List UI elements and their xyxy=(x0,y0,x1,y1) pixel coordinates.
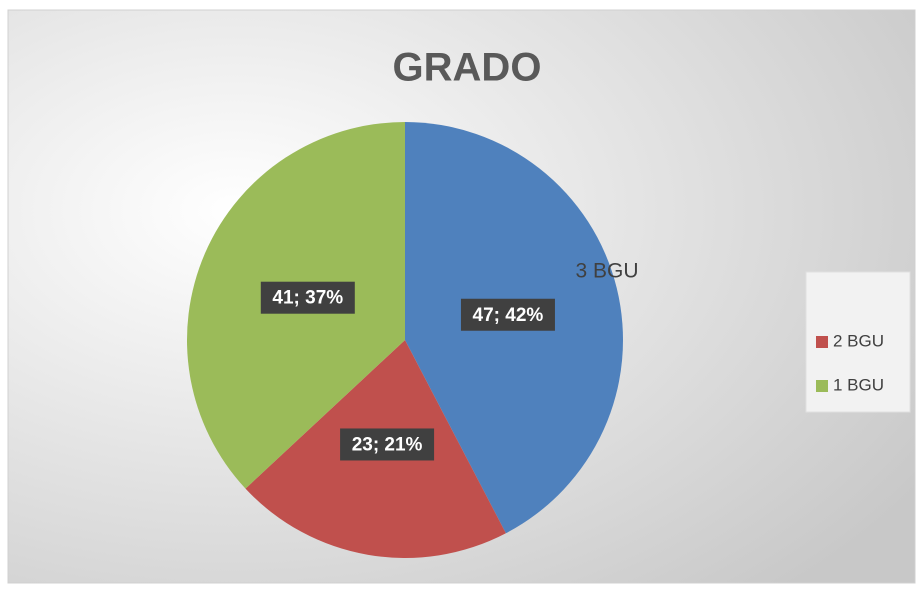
legend-swatch xyxy=(816,380,828,392)
legend-label: 3 BGU xyxy=(575,260,638,283)
legend-label: 2 BGU xyxy=(833,331,884,350)
data-label: 47; 42% xyxy=(473,305,544,326)
legend-label: 1 BGU xyxy=(833,375,884,394)
data-label-box xyxy=(260,281,355,314)
legend-swatch xyxy=(816,336,828,348)
data-label: 23; 21% xyxy=(352,434,423,455)
data-label-box xyxy=(460,298,555,331)
data-label-box xyxy=(340,428,435,461)
data-label: 41; 37% xyxy=(272,288,343,309)
chart-title: GRADO xyxy=(393,46,542,90)
